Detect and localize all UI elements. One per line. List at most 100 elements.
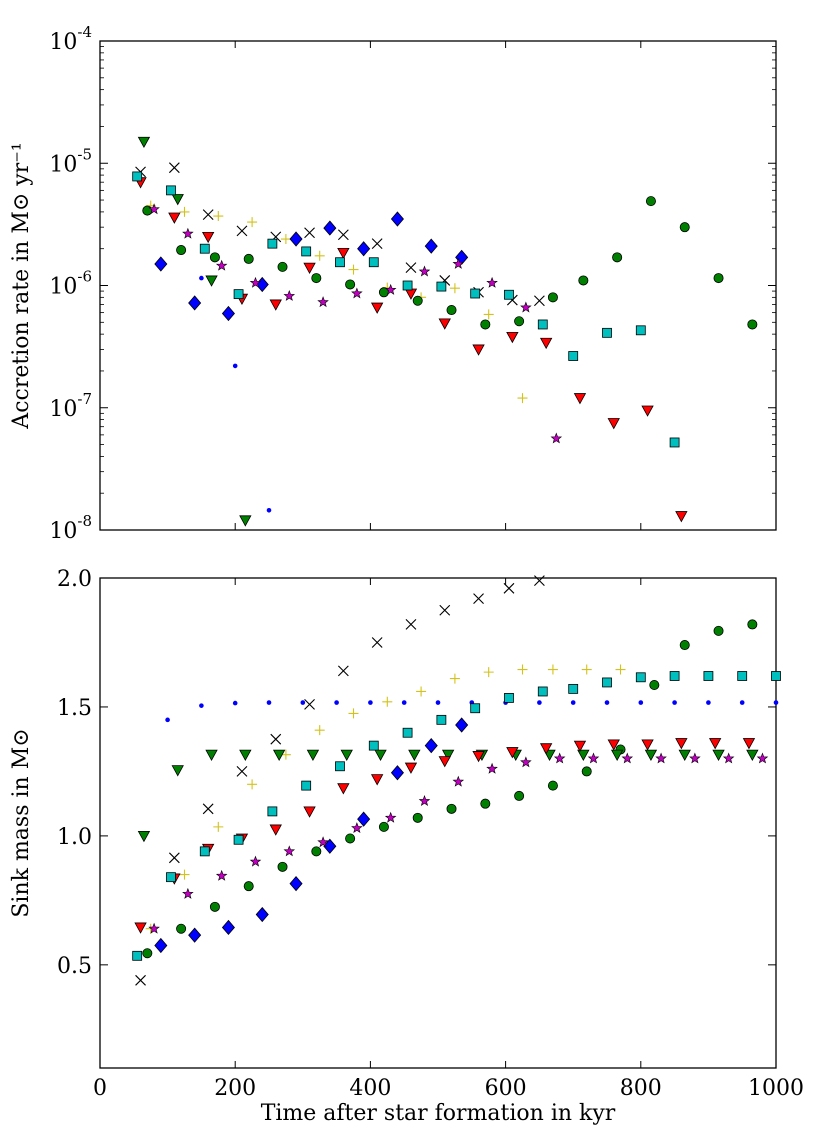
bottom-data-point-triangle-down [441, 749, 455, 761]
top-data-point-circle [345, 279, 356, 290]
top-data-point-triangle-down [201, 231, 215, 244]
top-series-0-x-markers [135, 162, 545, 307]
bottom-data-point-dot [537, 700, 542, 705]
top-data-point-triangle-down [506, 331, 519, 344]
top-data-point-star [215, 259, 228, 271]
bottom-data-point-square [737, 671, 748, 681]
top-data-point-diamond [323, 220, 337, 236]
bottom-data-point-dot [570, 700, 576, 705]
bottom-data-point-triangle-down [610, 749, 624, 761]
top-data-point-triangle-down [472, 344, 485, 356]
top-data-point-star [182, 227, 194, 239]
bottom-data-point-star [452, 775, 465, 787]
bottom-data-point-triangle-down [272, 749, 286, 761]
bottom-data-point-triangle-down [340, 749, 353, 761]
bottom-data-point-triangle-down [134, 922, 147, 934]
top-data-point-circle [412, 295, 423, 306]
bottom-data-point-triangle-down [239, 749, 252, 761]
bottom-x-tick-label: 600 [485, 1076, 527, 1101]
top-data-point-circle [209, 252, 220, 263]
top-data-point-star [249, 276, 262, 288]
top-data-point-x [236, 225, 248, 237]
bottom-data-point-triangle-down [269, 824, 282, 836]
bottom-data-point-circle [747, 619, 758, 630]
top-series-4-circle-markers [142, 196, 758, 330]
bottom-data-point-star [148, 922, 160, 934]
bottom-data-point-plus [483, 667, 494, 678]
bottom-data-point-triangle-down [374, 749, 387, 761]
top-data-point-star [486, 276, 498, 288]
bottom-data-point-circle [547, 780, 558, 791]
bottom-series-1-plus-markers [145, 664, 626, 934]
top-data-point-diamond [188, 295, 202, 311]
bottom-data-point-triangle-down [205, 749, 218, 761]
top-data-point-diamond [357, 241, 371, 257]
top-data-point-star [520, 301, 532, 313]
bottom-data-point-triangle-down [539, 743, 553, 755]
bottom-data-point-square [537, 686, 548, 697]
bottom-data-point-dot [300, 700, 306, 705]
bottom-data-point-triangle-down [306, 749, 320, 761]
bottom-data-point-square [703, 671, 714, 681]
bottom-data-point-x [371, 637, 383, 648]
bottom-data-point-circle [679, 640, 690, 651]
bottom-data-point-square [199, 846, 210, 857]
top-data-point-square [301, 246, 312, 257]
top-data-point-plus [179, 206, 190, 217]
top-data-point-circle [243, 253, 254, 264]
top-data-point-triangle-down [137, 136, 151, 149]
top-data-point-star [283, 289, 296, 301]
bottom-data-point-plus [314, 725, 325, 736]
bottom-series-3-diamond-markers [154, 717, 469, 954]
bottom-data-point-diamond [221, 919, 235, 936]
bottom-data-point-dot [199, 703, 204, 708]
bottom-series-8-star-markers [148, 752, 769, 934]
bottom-data-point-triangle-down [675, 738, 688, 750]
top-data-point-x [168, 162, 180, 174]
bottom-data-point-square [368, 740, 379, 751]
top-data-point-x [371, 238, 383, 250]
bottom-data-point-x [304, 698, 315, 710]
top-data-point-triangle-down [269, 299, 282, 311]
top-data-point-triangle-down [641, 405, 654, 417]
bottom-data-point-square [436, 714, 447, 725]
bottom-data-point-triangle-down [641, 739, 654, 751]
top-series-7-square-markers [132, 171, 680, 448]
bottom-data-point-triangle-down [404, 762, 418, 774]
bottom-data-point-square [402, 727, 413, 738]
bottom-data-point-square [166, 872, 176, 883]
top-data-point-square [436, 281, 447, 292]
bottom-data-point-diamond [323, 838, 337, 854]
top-data-point-triangle-down [539, 337, 553, 350]
bottom-data-point-circle [142, 948, 153, 959]
bottom-data-point-plus [581, 664, 592, 675]
bottom-data-point-star [215, 869, 228, 881]
top-data-point-square [602, 327, 612, 338]
bottom-data-point-star [384, 811, 397, 823]
bottom-data-point-x [337, 665, 349, 677]
top-data-point-plus [247, 217, 258, 228]
bottom-data-point-triangle-down [303, 806, 316, 818]
bottom-y-tick-label: 1.5 [57, 696, 92, 721]
bottom-data-point-plus [547, 664, 558, 675]
top-data-point-circle [679, 222, 690, 233]
top-data-point-star [351, 287, 363, 299]
bottom-data-point-star [520, 756, 532, 768]
bottom-data-point-dot [638, 700, 644, 705]
bottom-data-point-circle [243, 881, 254, 892]
bottom-data-point-circle [311, 846, 322, 857]
bottom-data-point-x [236, 766, 248, 777]
bottom-series-5-triangle-down-markers [137, 749, 759, 843]
bottom-y-tick-label: 0.5 [57, 954, 92, 979]
bottom-data-point-circle [176, 923, 187, 934]
top-series-5-triangle-down-markers [137, 136, 252, 527]
top-y-tick-label: 10-7 [49, 390, 92, 422]
top-data-point-diamond [154, 256, 168, 272]
bottom-data-point-dot [773, 700, 779, 705]
bottom-data-point-circle [713, 625, 724, 636]
top-data-point-triangle-down [337, 247, 350, 260]
top-data-point-plus [517, 393, 528, 404]
bottom-data-point-square [504, 693, 514, 703]
bottom-data-point-dot [334, 700, 339, 705]
bottom-data-point-x [473, 593, 484, 605]
